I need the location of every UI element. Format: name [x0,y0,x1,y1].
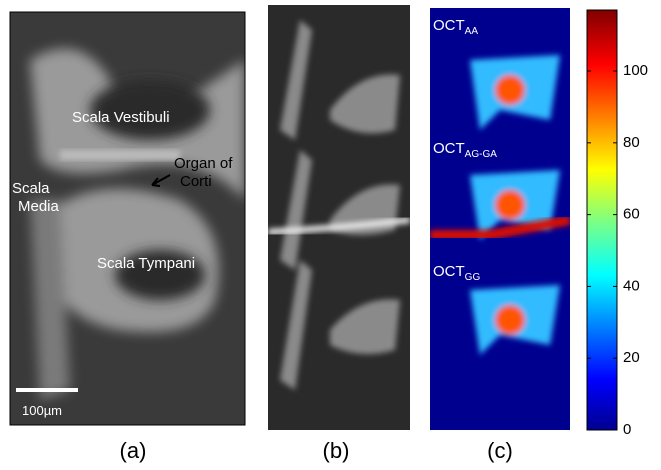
scale-label: 100µm [22,403,62,418]
annotation: Organ of [174,155,233,172]
tick-label: 100 [623,62,648,79]
panel-label: (b) [323,438,350,463]
panel-label: (a) [120,438,147,463]
annotation: Scala Vestibuli [72,109,170,126]
figure: Scala Vestibuli Organ of Corti Scala Med… [0,0,661,465]
panel-c-image [430,8,570,430]
annotation: Media [18,198,60,215]
panel-label: (c) [487,438,513,463]
panel-b-image [268,5,410,430]
annotation: Corti [180,173,212,190]
colorbar [587,10,617,430]
tick-label: 0 [623,421,631,438]
annotation: Scala Tympani [97,255,195,272]
tick-label: 60 [623,206,640,223]
tick-label: 20 [623,349,640,366]
panel-a-image [10,12,245,425]
tick-label: 80 [623,134,640,151]
tick-label: 40 [623,277,640,294]
annotation: Scala [12,180,50,197]
